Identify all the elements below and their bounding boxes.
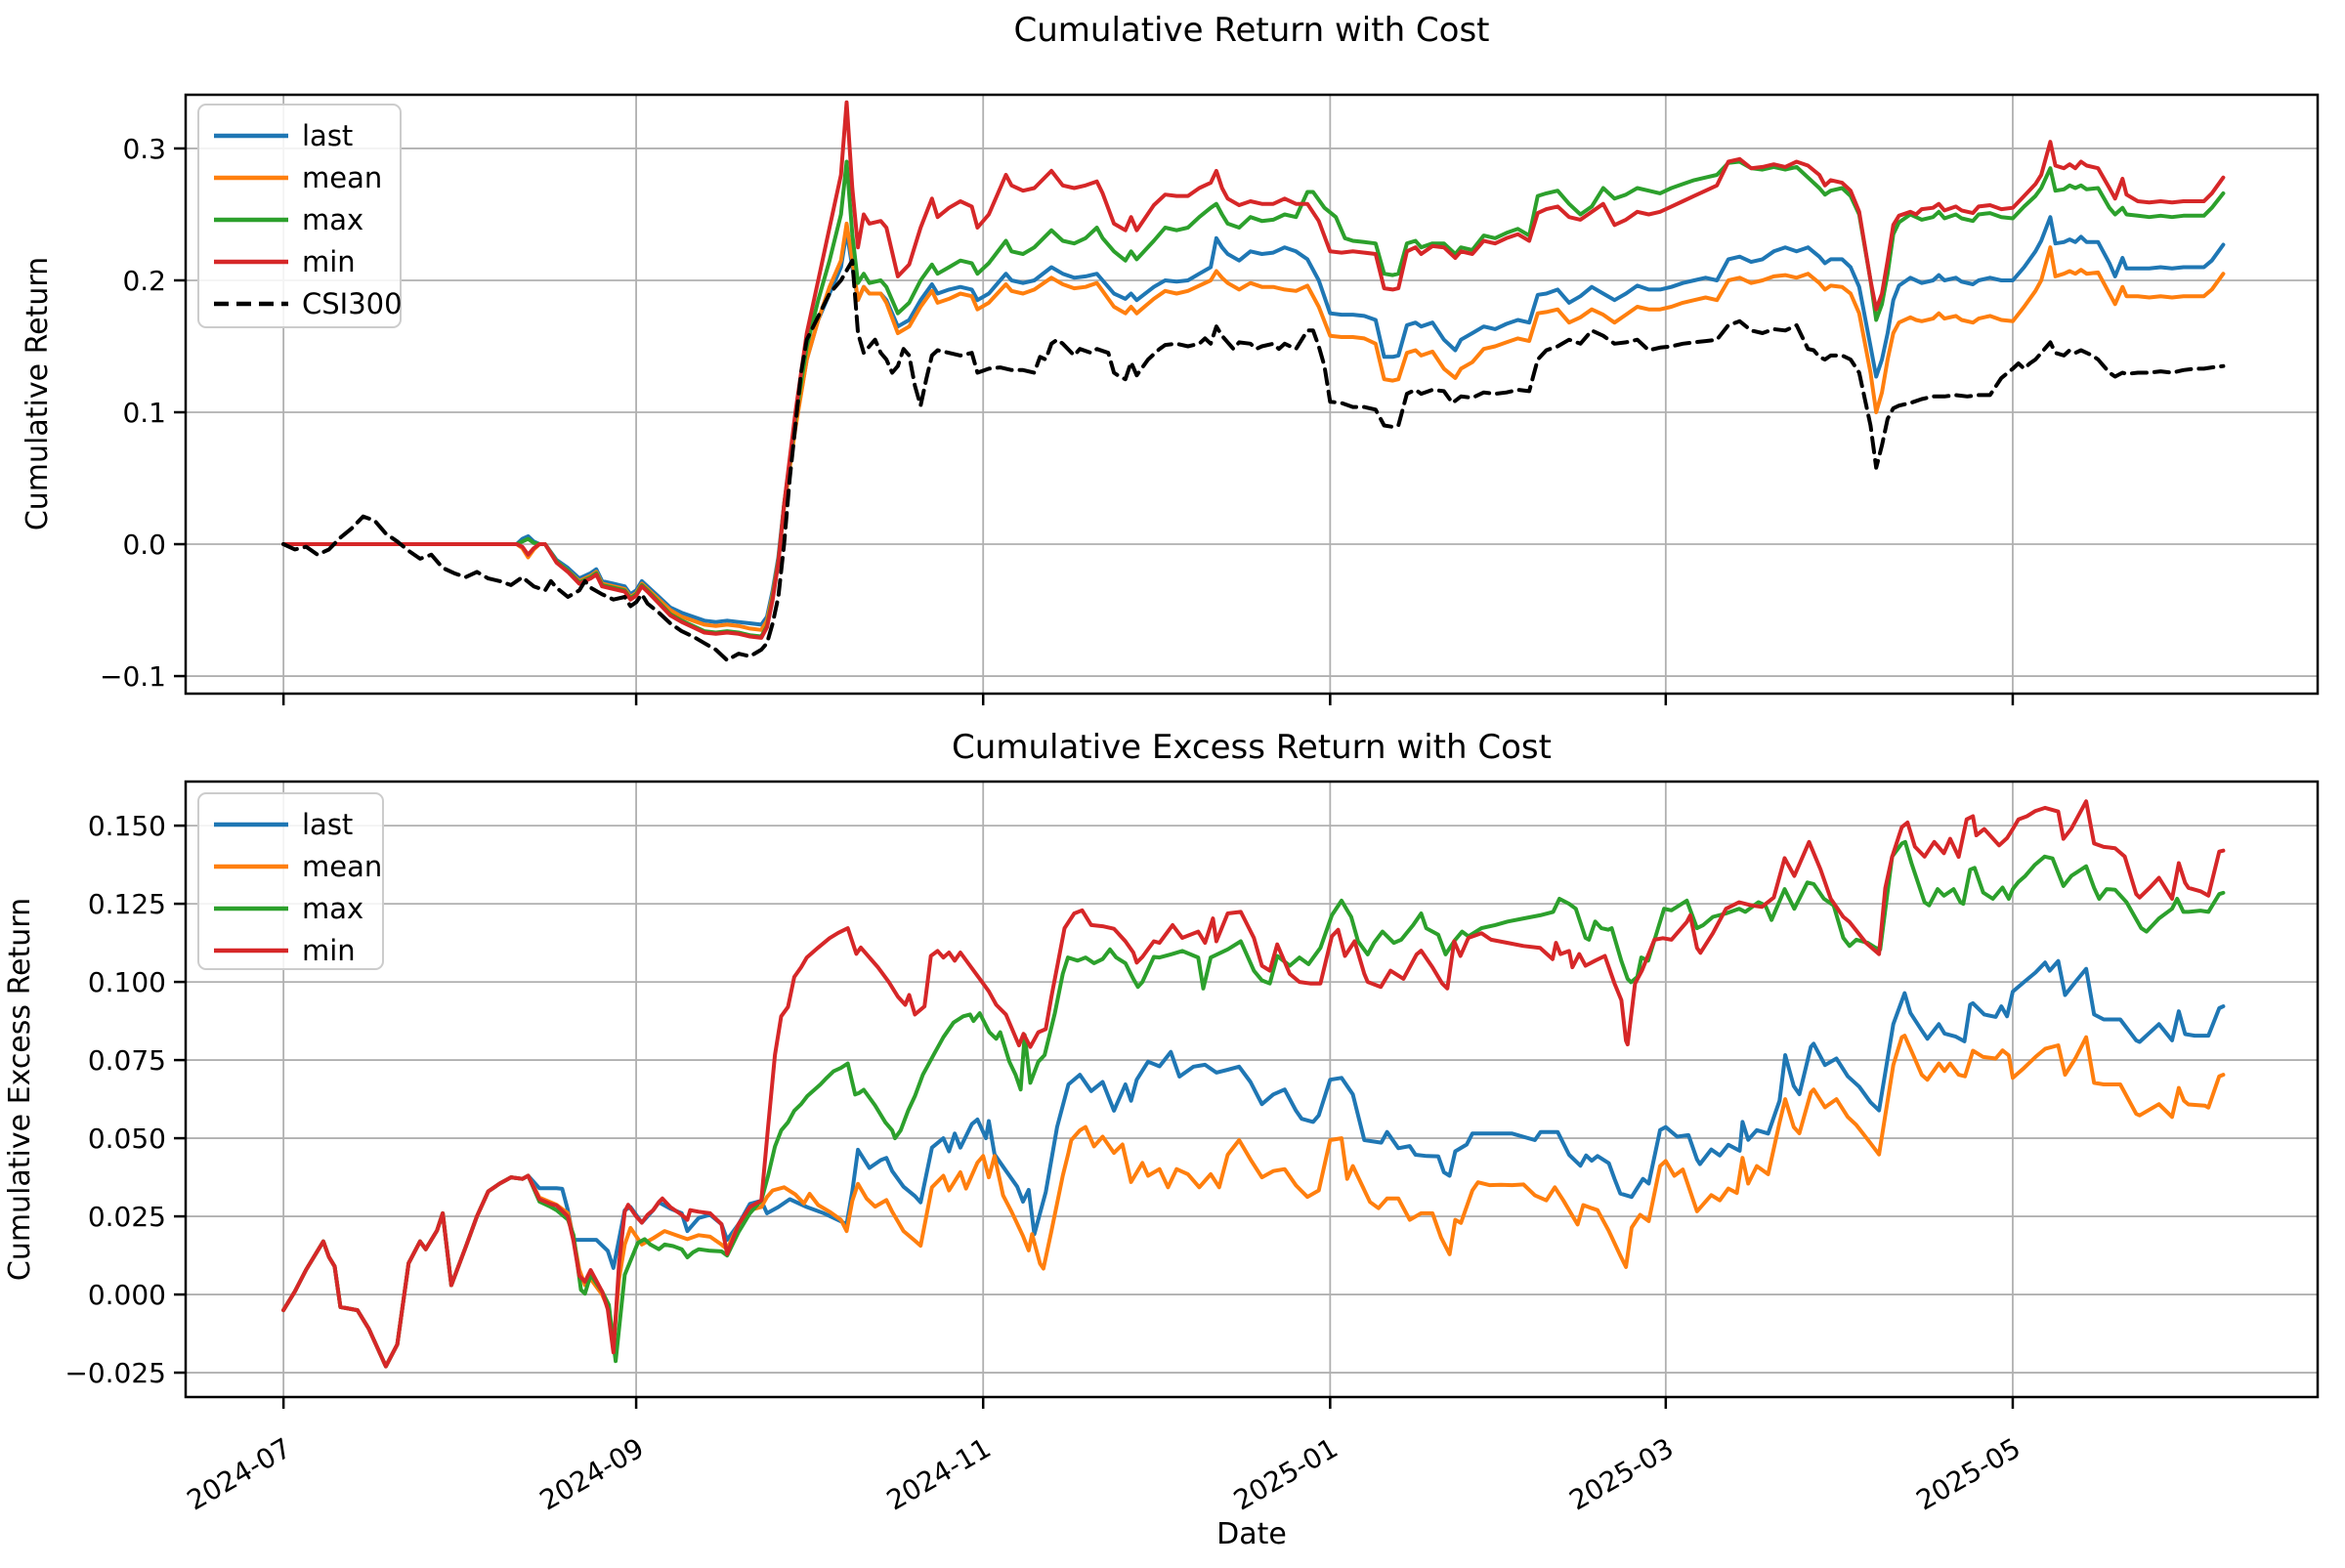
legend-box — [197, 792, 384, 970]
legend-box — [197, 104, 402, 328]
plot-frame — [184, 780, 2320, 1399]
bottom-chart-ylabel: Cumulative Excess Return — [3, 898, 37, 1281]
y-tick-label: 0.0 — [122, 529, 166, 561]
legend-label-max: max — [302, 203, 363, 236]
y-tick-label: 0.100 — [88, 966, 166, 998]
y-tick-label: 0.3 — [122, 133, 166, 165]
plot-frame — [184, 93, 2320, 696]
top-chart-title: Cumulative Return with Cost — [1013, 11, 1489, 50]
legend-label-mean: mean — [302, 161, 382, 194]
y-tick-label: 0.2 — [122, 265, 166, 297]
legend-label-max: max — [302, 892, 363, 925]
y-tick-label: −0.025 — [64, 1357, 166, 1389]
y-tick-label: 0.1 — [122, 397, 166, 429]
series-line-max — [281, 839, 2226, 1369]
legend-label-last: last — [302, 808, 353, 841]
legend-label-csi300: CSI300 — [302, 287, 403, 320]
legend-label-min: min — [302, 934, 356, 967]
bottom-chart-title: Cumulative Excess Return with Cost — [952, 728, 1552, 767]
y-tick-label: 0.000 — [88, 1279, 166, 1311]
y-tick-label: 0.150 — [88, 810, 166, 842]
legend-label-last: last — [302, 119, 353, 152]
cumulative-return-chart: 0.3 0.2 0.1 0.0 −0.1 last mean max min CSI300 — [100, 93, 2320, 705]
legend-label-mean: mean — [302, 850, 382, 883]
y-tick-label: 0.075 — [88, 1044, 166, 1077]
series-line-csi300 — [281, 258, 2226, 662]
y-tick-label: −0.1 — [100, 660, 166, 693]
y-tick-label: 0.025 — [88, 1201, 166, 1233]
series-line-min — [281, 799, 2226, 1369]
top-chart-ylabel: Cumulative Return — [21, 257, 55, 530]
x-axis-label: Date — [1216, 1517, 1287, 1551]
y-tick-label: 0.050 — [88, 1123, 166, 1155]
y-tick-label: 0.125 — [88, 888, 166, 920]
series-line-min — [281, 100, 2226, 640]
legend-label-min: min — [302, 245, 356, 278]
